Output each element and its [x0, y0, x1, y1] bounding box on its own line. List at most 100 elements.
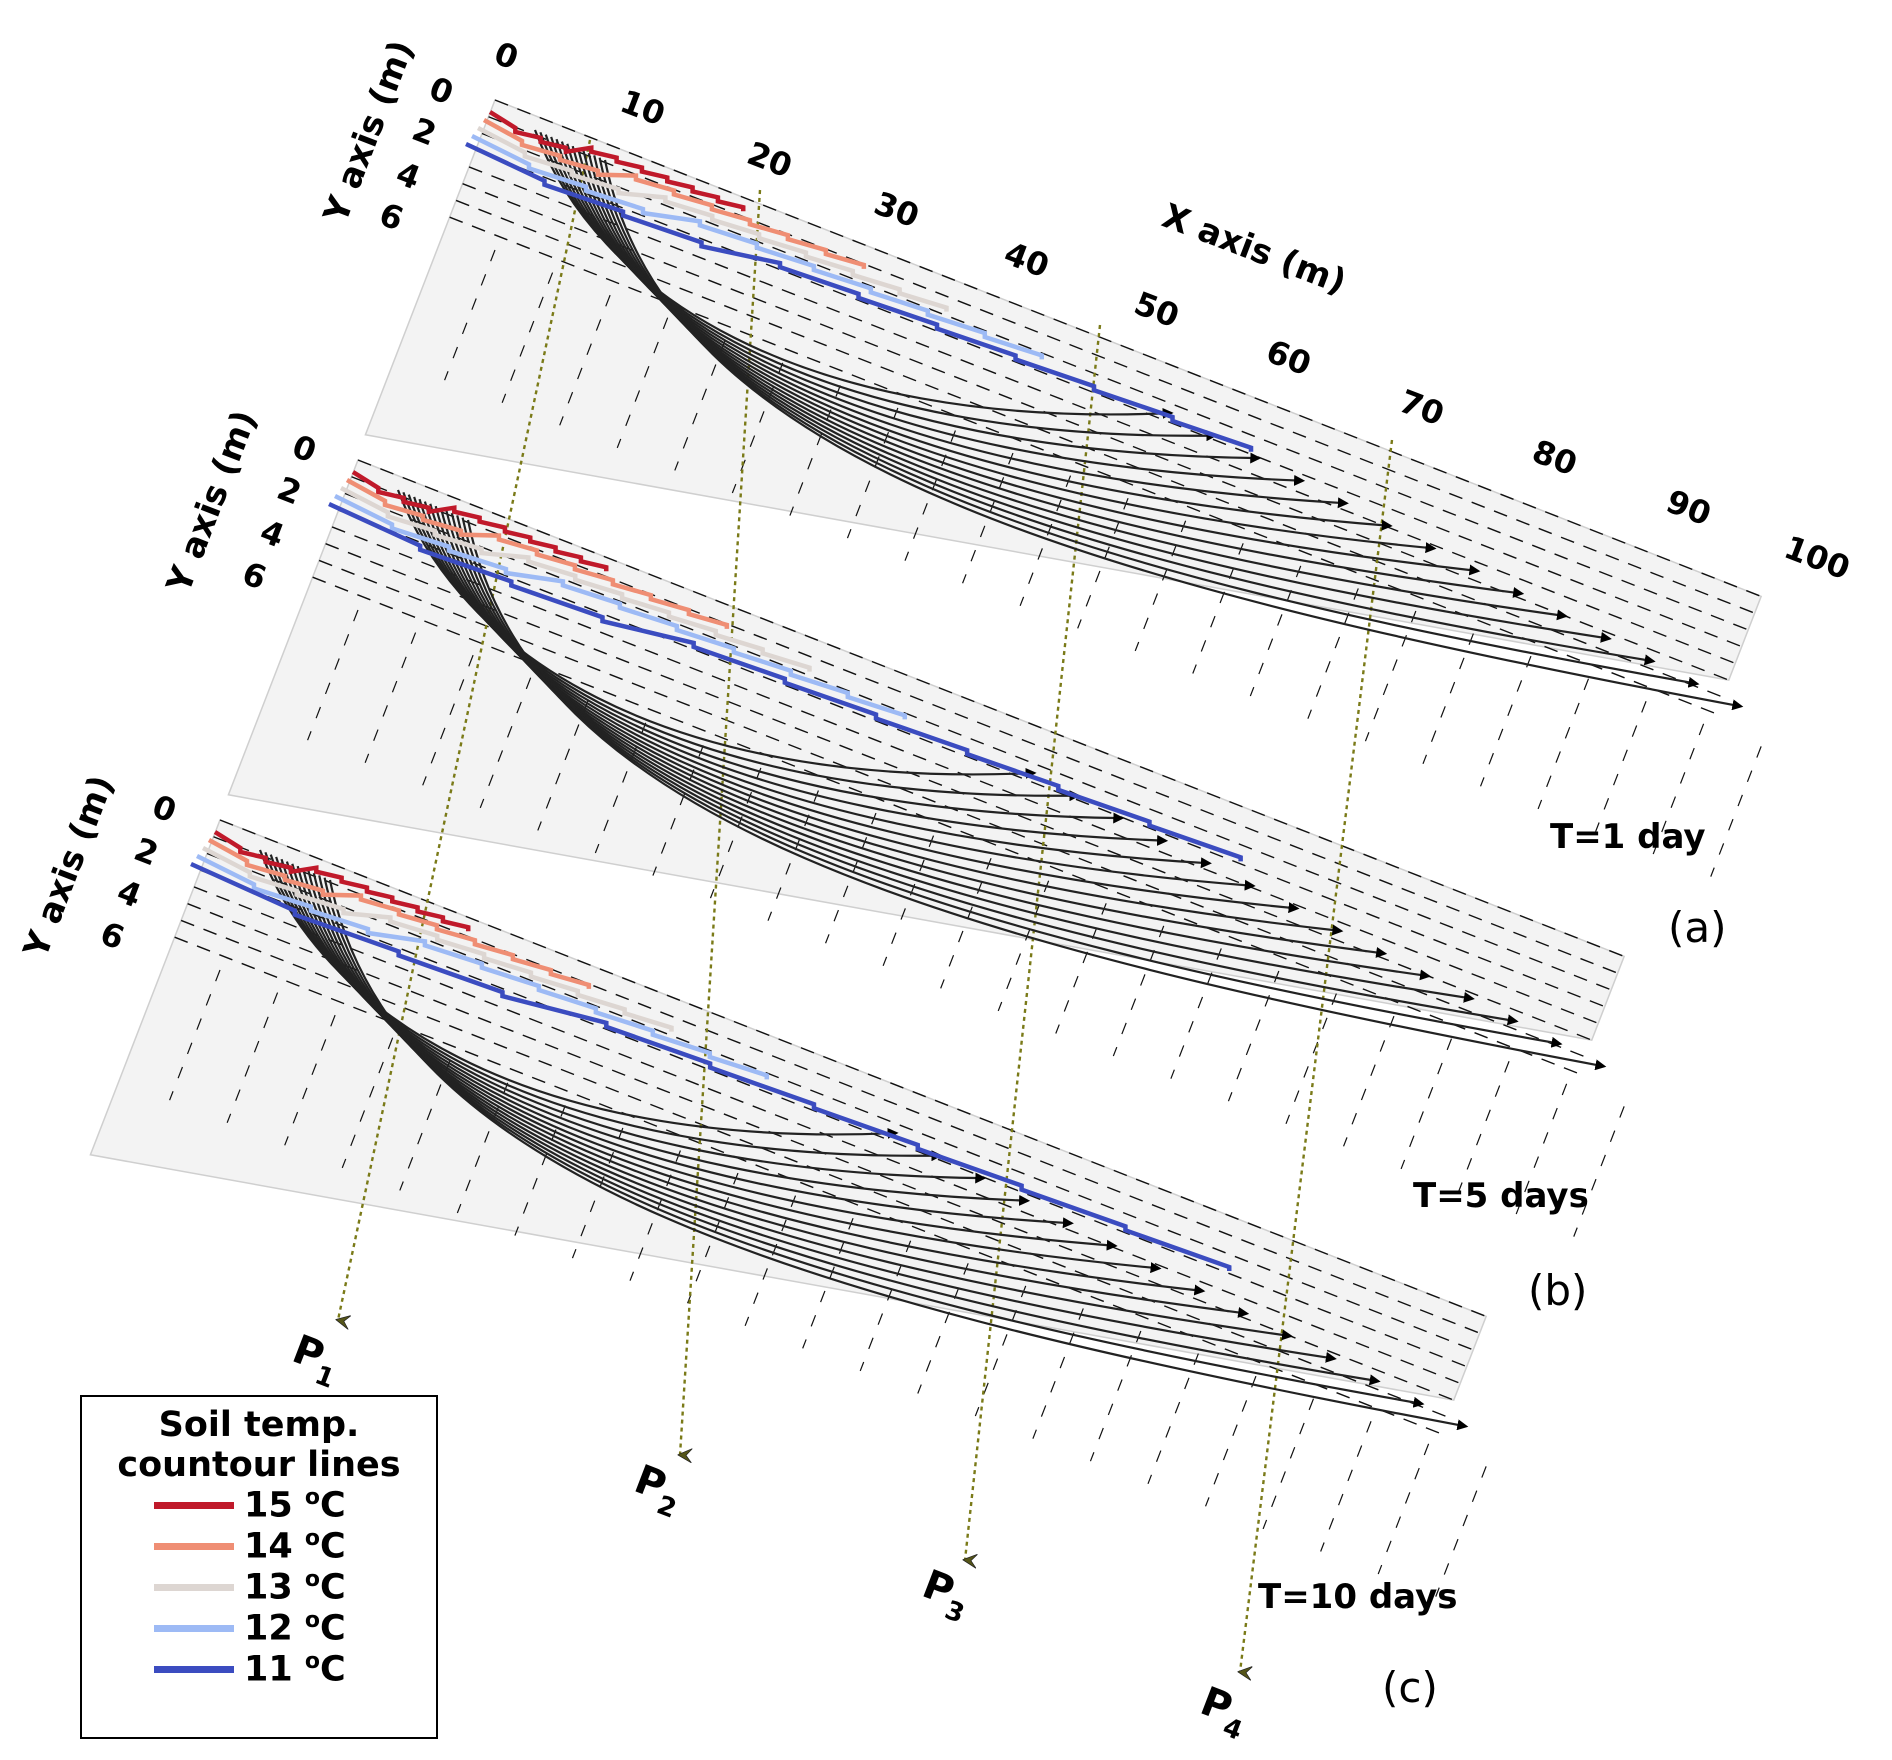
point-p3: P3 [913, 1561, 977, 1629]
legend-label-15: 15 oC [244, 1485, 346, 1526]
streamline [423, 501, 1256, 891]
streamline [302, 868, 1250, 1318]
grid-dash-y [1710, 746, 1762, 877]
x-tick-0: 0 [489, 34, 523, 77]
x-tick-70: 70 [1394, 382, 1449, 433]
streamline [566, 143, 1437, 554]
panel-label-a: (a) [1668, 903, 1727, 952]
projection-line [965, 324, 1102, 1560]
x-tick-60: 60 [1261, 332, 1316, 383]
y-axis-panel-b: Y axis (m) 0 2 4 6 [159, 405, 322, 599]
contour-line [201, 846, 674, 1032]
grid-dash-y [1537, 678, 1590, 810]
contour-line [328, 501, 1243, 862]
grid-dash-y [1342, 1015, 1395, 1147]
x-axis-label: X axis (m) [1157, 196, 1352, 303]
time-label-a: T=1 day [1550, 817, 1706, 857]
contour-line [190, 861, 1232, 1272]
streamline [296, 865, 1206, 1296]
streamline [312, 872, 1337, 1363]
streamline [440, 508, 1388, 958]
streamline [413, 496, 1169, 846]
legend-item-12: 12 oC [82, 1608, 436, 1649]
streamline [593, 155, 1656, 666]
contour-line [465, 141, 1254, 452]
streamline [603, 159, 1744, 711]
legend-label-11: 11 oC [244, 1649, 346, 1690]
y-tick-c-6: 6 [95, 914, 129, 957]
streamline [450, 512, 1475, 1003]
legend-swatch-14 [154, 1543, 234, 1550]
panel-plane [89, 819, 1488, 1401]
y-axis-label-a: Y axis (m) [316, 35, 422, 229]
streamline [328, 879, 1469, 1431]
projection-lines [338, 139, 1394, 1672]
contour-line [195, 853, 770, 1080]
point-p2: P2 [625, 1456, 689, 1524]
streamline [456, 515, 1519, 1026]
legend-swatch-15 [154, 1502, 234, 1509]
streamline [544, 134, 1262, 464]
point-p4: P4 [1191, 1678, 1255, 1746]
projection-line [338, 139, 592, 1320]
x-tick-50: 50 [1129, 284, 1184, 335]
grid-dash-y [1285, 993, 1337, 1124]
streamline [269, 854, 987, 1184]
grid-dash-y [1458, 1061, 1510, 1192]
y-tick-a-6: 6 [374, 195, 408, 238]
y-tick-b-6: 6 [237, 554, 271, 597]
streamline [445, 510, 1432, 981]
legend-item-14: 14 oC [82, 1526, 436, 1567]
streamline [587, 152, 1612, 643]
y-tick-c-4: 4 [112, 872, 146, 915]
y-tick-a-0: 0 [424, 69, 458, 112]
streamline [318, 875, 1381, 1386]
point-p1: P1 [286, 1326, 338, 1394]
contour-line [488, 110, 746, 212]
x-tick-90: 90 [1661, 482, 1716, 533]
streamline [461, 517, 1563, 1048]
contour-line [213, 830, 471, 932]
streamline [550, 136, 1306, 486]
time-label-b: T=5 days [1413, 1176, 1589, 1216]
x-tick-10: 10 [615, 82, 670, 133]
streamline [396, 489, 1037, 779]
legend-swatch-12 [154, 1625, 234, 1632]
streamline [307, 870, 1294, 1341]
x-tick-20: 20 [742, 134, 797, 185]
legend: Soil temp. countour lines 15 oC 14 oC 13… [80, 1395, 438, 1739]
grid-dash-y [1147, 1353, 1199, 1484]
svg-text:P2: P2 [625, 1456, 689, 1524]
streamline [560, 141, 1393, 531]
streamline [598, 157, 1700, 688]
y-axis-panel-a: Y axis (m) 0 2 4 6 [316, 35, 459, 238]
grid-dash-x [200, 869, 1467, 1368]
contour-line [345, 478, 730, 629]
legend-label-13: 13 oC [244, 1567, 346, 1608]
svg-text:P4: P4 [1191, 1678, 1255, 1746]
grid-dash-y [1479, 655, 1532, 787]
streamline [582, 150, 1569, 621]
y-tick-c-2: 2 [129, 830, 163, 873]
y-axis-panel-c: Y axis (m) 0 2 4 6 [16, 770, 182, 964]
grid-dash-y [1377, 1443, 1430, 1575]
legend-title-line1: Soil temp. [158, 1405, 360, 1445]
streamline [264, 851, 943, 1162]
grid-dash-y [1422, 633, 1474, 764]
streamline [418, 498, 1212, 869]
contour-line [339, 486, 812, 672]
streamline [291, 863, 1162, 1274]
y-tick-b-2: 2 [272, 469, 306, 512]
y-tick-a-2: 2 [407, 110, 441, 153]
y-tick-b-4: 4 [255, 512, 289, 555]
grid-dash-x [338, 509, 1605, 1008]
panel-planes [89, 99, 1763, 1401]
grid-dash-y [1573, 1106, 1625, 1237]
legend-item-13: 13 oC [82, 1567, 436, 1608]
grid-dash-y [1595, 701, 1647, 832]
contour-line [351, 470, 609, 572]
svg-text:P3: P3 [913, 1561, 977, 1629]
grid-dash-y [1204, 1375, 1257, 1507]
x-tick-40: 40 [999, 234, 1054, 285]
